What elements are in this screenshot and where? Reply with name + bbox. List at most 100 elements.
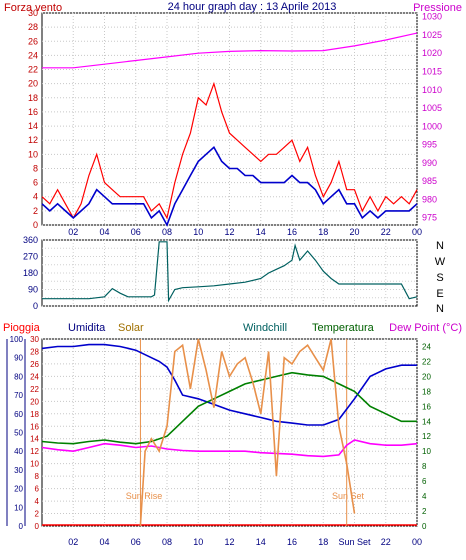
x-tick-label: 04 [99, 227, 109, 237]
humidity-tick: 70 [14, 391, 23, 400]
pressure-tick: 1005 [422, 103, 442, 113]
rain-tick: 14 [30, 435, 39, 444]
x-tick-label: 02 [68, 537, 78, 547]
x-tick-label: 06 [131, 227, 141, 237]
legend-umidita: Umidita [68, 322, 106, 334]
rain-tick: 26 [30, 360, 39, 369]
temperature-tick: 24 [422, 342, 431, 351]
series-line-wind-1 [41, 146, 418, 227]
pressure-tick: 990 [422, 158, 437, 168]
rain-tick: 6 [35, 485, 40, 494]
legend-solar: Solar [118, 322, 144, 334]
rain-tick: 16 [30, 422, 39, 431]
humidity-tick: 10 [14, 503, 23, 512]
temperature-tick: 4 [422, 492, 427, 501]
legend-windchill: Windchill [243, 322, 287, 334]
x-tick-label: 14 [256, 537, 266, 547]
temperature-tick: 6 [422, 477, 427, 486]
series-line-temp-3 [139, 338, 356, 527]
temperature-tick: 8 [422, 462, 427, 471]
wind-speed-tick: 20 [28, 79, 38, 89]
x-tick-label: 22 [381, 227, 391, 237]
temperature-tick: 16 [422, 402, 431, 411]
compass-w: W [435, 256, 446, 268]
x-tick-label: 00 [412, 227, 422, 237]
x-tick-label: 14 [256, 227, 266, 237]
humidity-tick: 100 [10, 335, 24, 344]
temperature-tick: 20 [422, 372, 431, 381]
series-line-wind-0 [41, 81, 418, 220]
wind-speed-tick: 24 [28, 50, 38, 60]
axis-tick-labels: 0246810121416182022242628309759809859909… [6, 8, 442, 547]
compass-s: S [436, 272, 443, 284]
wind-speed-tick: 26 [28, 36, 38, 46]
pressure-tick: 1020 [422, 48, 442, 58]
direction-tick: 180 [23, 268, 38, 278]
page-title: 24 hour graph day : 13 Aprile 2013 [168, 1, 337, 13]
humidity-tick: 90 [14, 354, 23, 363]
rain-tick: 12 [30, 447, 39, 456]
wind-speed-tick: 22 [28, 65, 38, 75]
temperature-tick: 12 [422, 432, 431, 441]
wind-speed-tick: 2 [33, 206, 38, 216]
wind-speed-tick: 30 [28, 8, 38, 18]
wind-speed-tick: 4 [33, 192, 38, 202]
humidity-tick: 50 [14, 429, 23, 438]
x-tick-label: 16 [287, 537, 297, 547]
temperature-tick: 10 [422, 447, 431, 456]
pressure-tick: 995 [422, 140, 437, 150]
rain-tick: 4 [35, 497, 40, 506]
humidity-tick: 20 [14, 485, 23, 494]
pressure-tick: 1030 [422, 12, 442, 22]
rain-tick: 30 [30, 335, 39, 344]
x-tick-label: 02 [68, 227, 78, 237]
wind-grid [42, 12, 418, 226]
rain-tick: 28 [30, 347, 39, 356]
pressure-tick: 1010 [422, 85, 442, 95]
x-tick-label: 18 [318, 537, 328, 547]
x-tick-label: 20 [349, 227, 359, 237]
x-tick-label: 10 [193, 537, 203, 547]
temperature-tick: 22 [422, 357, 431, 366]
rain-tick: 24 [30, 372, 39, 381]
pressure-tick: 980 [422, 194, 437, 204]
series-line-temp-1 [41, 371, 417, 445]
humidity-tick: 80 [14, 372, 23, 381]
x-tick-label: 08 [162, 537, 172, 547]
humidity-tick: 60 [14, 410, 23, 419]
temperature-tick: 18 [422, 387, 431, 396]
series-lines [41, 32, 418, 527]
wind-speed-tick: 12 [28, 135, 38, 145]
wind-speed-tick: 18 [28, 93, 38, 103]
compass-e: E [436, 288, 443, 300]
pressure-tick: 1000 [422, 121, 442, 131]
x-tick-label: 12 [224, 537, 234, 547]
x-tick-label: 12 [224, 227, 234, 237]
temperature-grid [42, 338, 418, 527]
legend-temperatura: Temperatura [312, 322, 375, 334]
direction-tick: 90 [28, 285, 38, 295]
wind-speed-tick: 6 [33, 178, 38, 188]
rain-tick: 0 [35, 522, 40, 531]
x-tick-label: 08 [162, 227, 172, 237]
x-tick-label: 10 [193, 227, 203, 237]
wind-speed-tick: 8 [33, 163, 38, 173]
wind-speed-label: Forza vento [4, 2, 62, 14]
rain-tick: 22 [30, 385, 39, 394]
rain-tick: 20 [30, 397, 39, 406]
x-tick-label: 22 [381, 537, 391, 547]
x-tick-label: 16 [287, 227, 297, 237]
legend-pioggia: Pioggia [3, 322, 41, 334]
wind-speed-tick: 28 [28, 22, 38, 32]
x-tick-label: 18 [318, 227, 328, 237]
rain-tick: 8 [35, 472, 40, 481]
direction-grid [42, 239, 418, 307]
temperature-tick: 14 [422, 417, 431, 426]
wind-speed-tick: 10 [28, 149, 38, 159]
rain-tick: 18 [30, 410, 39, 419]
pressure-tick: 975 [422, 213, 437, 223]
sunrise-label: Sun Rise [126, 491, 163, 501]
legend-dewpoint: Dew Point (°C) [389, 322, 462, 334]
series-line-wind-2 [42, 32, 418, 69]
pressure-tick: 1025 [422, 30, 442, 40]
